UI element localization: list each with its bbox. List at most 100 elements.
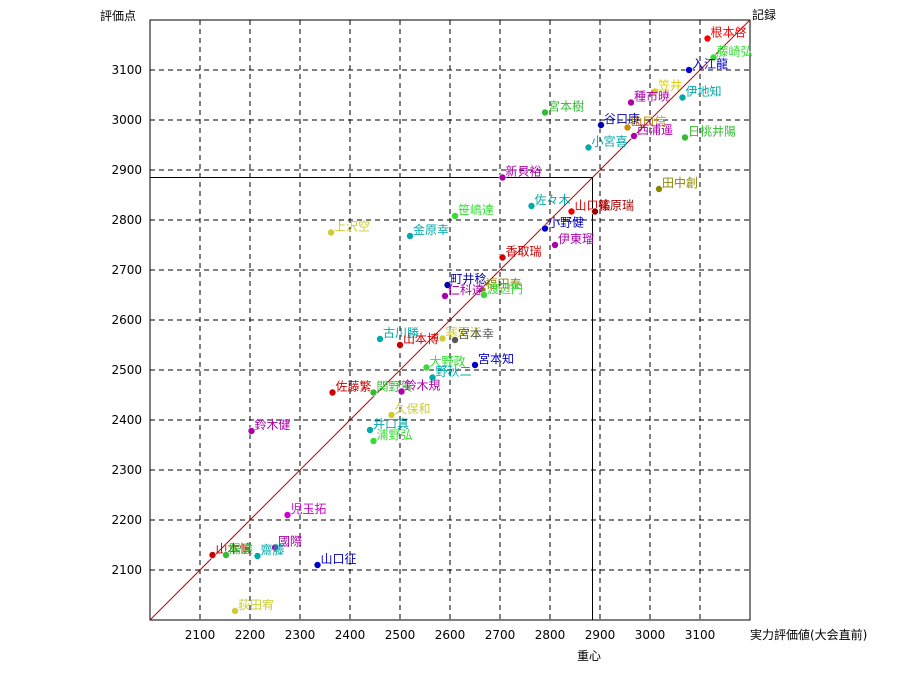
data-point-label: 西浦遥 <box>637 123 673 137</box>
data-point-label: 浦野弘 <box>377 428 413 442</box>
y-tick-label: 2800 <box>111 213 142 227</box>
data-point-label: 香取瑞 <box>506 245 542 259</box>
y-tick-label: 2700 <box>111 263 142 277</box>
data-point <box>451 212 459 220</box>
data-point-label: 伊東瑠 <box>558 232 594 246</box>
data-point-label: 根本啓 <box>711 25 747 40</box>
data-point-label: 山口征 <box>321 552 357 566</box>
x-tick-label: 2300 <box>285 628 316 642</box>
data-point-label: 山口信 <box>631 115 667 129</box>
data-point <box>685 66 693 74</box>
data-point-label: 寒河江 <box>446 325 482 340</box>
data-point-label: 宮本幸 <box>458 326 494 341</box>
data-point-label: 小宮喜 <box>592 134 628 149</box>
y-tick-label: 2200 <box>111 513 142 527</box>
data-point <box>597 121 605 129</box>
diagonal-label: 記録 <box>752 7 776 22</box>
data-point-label: 宮本樹 <box>548 99 584 114</box>
data-point <box>703 34 712 43</box>
grid-layer <box>150 20 750 620</box>
data-point-label: 小野健 <box>548 216 584 230</box>
data-point-label: 國際 <box>278 535 302 549</box>
y-axis-label: 評価点 <box>100 8 136 23</box>
data-point <box>498 253 507 262</box>
data-point-label: 野秋二 <box>436 365 472 379</box>
data-point <box>387 411 396 419</box>
data-point <box>397 387 406 396</box>
data-point <box>222 551 230 559</box>
data-point <box>422 363 431 372</box>
data-point <box>283 511 292 519</box>
data-point <box>313 561 322 569</box>
y-tick-label: 3000 <box>111 113 142 127</box>
data-point-label: 笹嶋達 <box>458 203 494 217</box>
y-tick-label: 2300 <box>111 463 142 477</box>
x-tick-label: 2900 <box>585 628 616 642</box>
data-point-label: 佐々木 <box>535 193 571 207</box>
data-point-label: 山口祐 <box>575 199 611 213</box>
data-point-label: 日桃井陽 <box>688 124 736 139</box>
data-point-label: 古川勝 <box>383 325 419 340</box>
data-point-label: 入江龍 <box>692 56 728 71</box>
y-tick-label: 2400 <box>111 413 142 427</box>
data-point <box>651 87 659 96</box>
data-point-label: 荻田宥 <box>238 597 274 612</box>
data-point <box>443 281 452 289</box>
x-tick-label: 2800 <box>535 628 566 642</box>
data-point-label: 宮本知 <box>478 351 514 366</box>
data-point <box>438 334 447 343</box>
x-axis-label: 実力評価値(大会直前) <box>750 627 867 642</box>
data-point <box>451 336 459 344</box>
x-tick-label: 3000 <box>635 628 666 642</box>
data-point <box>655 185 663 193</box>
data-point <box>247 427 256 435</box>
data-point-label: 仁科達 <box>448 283 484 297</box>
data-point <box>591 207 599 216</box>
x-tick-label: 2100 <box>185 628 216 642</box>
data-point <box>208 551 217 559</box>
data-point-label: 藤崎弘 <box>717 45 753 59</box>
data-point-label: 笠井 <box>658 78 682 93</box>
data-point-label: 井口真 <box>373 417 409 431</box>
x-tick-label: 2200 <box>235 628 266 642</box>
data-point-label: 鈴木規 <box>405 378 441 393</box>
x-tick-label: 2400 <box>335 628 366 642</box>
y-tick-label: 2500 <box>111 363 142 377</box>
data-point-label: 種市暁 <box>634 89 670 104</box>
data-point <box>428 373 437 382</box>
x-tick-label: 2500 <box>385 628 416 642</box>
data-point-label: 渡辺円 <box>487 281 523 296</box>
data-point <box>328 388 337 397</box>
data-point <box>406 232 414 240</box>
data-point <box>441 292 449 300</box>
data-point <box>551 241 559 249</box>
data-point <box>709 53 718 62</box>
data-point-label: 町井稔 <box>451 272 487 286</box>
data-point <box>527 202 536 210</box>
data-point <box>253 552 262 560</box>
data-point <box>623 123 632 132</box>
data-point <box>327 228 335 237</box>
data-point-label: 金原幸 <box>413 222 449 237</box>
x-tick-label: 2600 <box>435 628 466 642</box>
data-point-label: 伊地知 <box>686 85 722 99</box>
data-point <box>541 224 549 233</box>
data-point <box>471 361 479 369</box>
data-point <box>678 93 687 102</box>
data-point <box>681 133 689 142</box>
plot-frame <box>149 19 751 621</box>
data-point-label: 福田泰 <box>486 276 522 291</box>
data-point <box>627 98 635 107</box>
y-tick-label: 2600 <box>111 313 142 327</box>
data-point-label: 新貝裕 <box>506 164 542 179</box>
y-tick-label: 2100 <box>111 563 142 577</box>
diagonal-line <box>149 19 751 621</box>
data-point-label: 篠原瑞 <box>598 198 634 213</box>
axes-layer: 2100 2200 2300 2400 2500 2600 2700 2800 2900 3000… <box>111 19 751 642</box>
data-point-label: 鈴木健 <box>255 417 291 432</box>
data-point <box>231 607 239 615</box>
data-point <box>369 388 378 397</box>
data-point <box>376 335 384 343</box>
